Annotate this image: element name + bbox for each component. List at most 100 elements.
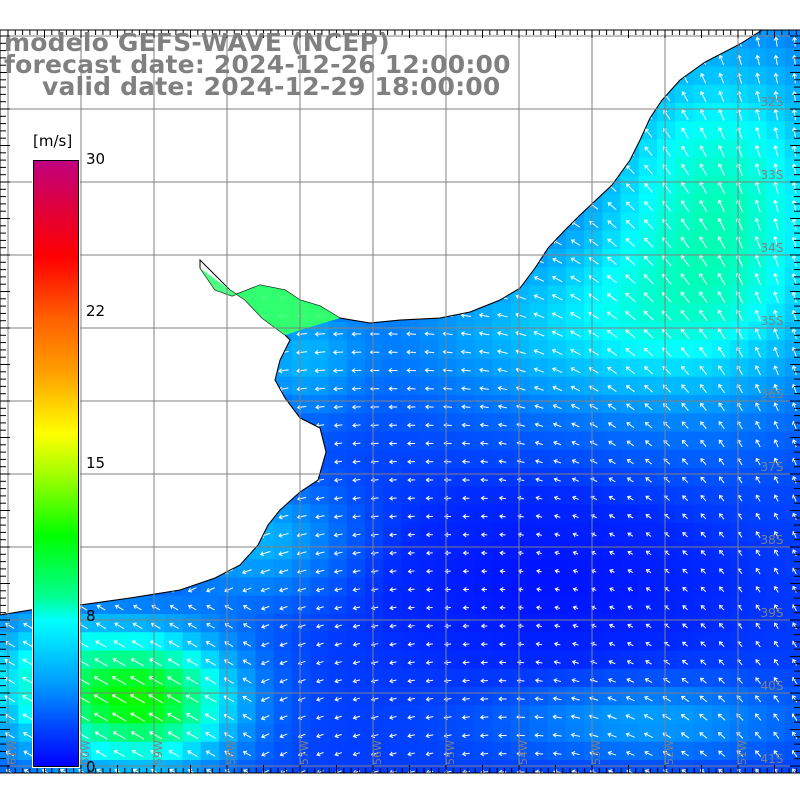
wind-arrow xyxy=(681,402,689,411)
wind-arrow xyxy=(553,477,561,483)
speed-cell xyxy=(565,249,585,268)
speed-cell xyxy=(401,413,421,432)
speed-cell xyxy=(273,559,293,578)
speed-cell xyxy=(584,577,603,597)
speed-cell xyxy=(693,212,713,232)
wind-arrow xyxy=(552,404,562,410)
speed-cell xyxy=(474,650,494,670)
wind-arrow xyxy=(534,422,544,428)
lon-label: 54W xyxy=(517,740,530,765)
speed-cell xyxy=(657,340,676,359)
speed-cell xyxy=(383,468,402,487)
wind-arrow xyxy=(607,256,618,266)
wind-arrow xyxy=(533,367,545,373)
wind-arrow xyxy=(609,532,615,537)
speed-cell xyxy=(474,504,494,524)
speed-cell xyxy=(292,687,311,706)
speed-cell xyxy=(273,595,293,615)
speed-cell xyxy=(565,358,585,378)
speed-cell xyxy=(638,504,658,524)
wind-arrow xyxy=(717,272,726,286)
wind-arrow xyxy=(351,368,362,374)
wind-arrow xyxy=(625,292,636,302)
speed-cell xyxy=(565,340,585,359)
wind-arrow xyxy=(572,605,579,611)
speed-cell xyxy=(438,468,457,487)
speed-cell xyxy=(419,577,439,597)
speed-cell xyxy=(602,504,621,524)
speed-cell xyxy=(365,559,384,578)
speed-cell xyxy=(730,322,749,341)
wind-arrow xyxy=(479,367,490,373)
wind-arrow xyxy=(700,476,707,484)
wind-arrow xyxy=(754,309,762,322)
wind-arrow xyxy=(627,532,634,537)
speed-cell xyxy=(620,194,640,213)
speed-cell xyxy=(292,723,311,743)
speed-cell xyxy=(200,705,220,724)
speed-cell xyxy=(328,522,348,542)
wind-arrow xyxy=(534,385,544,391)
wind-arrow xyxy=(719,568,725,574)
speed-cell xyxy=(292,595,311,615)
speed-cell xyxy=(565,614,585,633)
speed-cell xyxy=(255,741,275,761)
wind-arrow xyxy=(626,440,635,447)
speed-cell xyxy=(784,395,800,414)
speed-cell xyxy=(438,431,457,451)
speed-cell xyxy=(401,468,421,487)
speed-cell xyxy=(310,559,329,578)
wind-arrow xyxy=(570,257,581,265)
speed-cell xyxy=(456,632,475,651)
speed-cell xyxy=(474,322,494,341)
speed-cell xyxy=(584,559,603,578)
speed-cell xyxy=(784,468,800,487)
speed-cell xyxy=(547,577,567,597)
speed-cell xyxy=(383,705,402,724)
wind-arrow xyxy=(700,402,707,411)
wind-arrow xyxy=(644,219,654,230)
wind-arrow xyxy=(773,439,779,448)
speed-cell xyxy=(310,595,329,615)
wind-arrow xyxy=(643,274,654,285)
speed-cell xyxy=(310,668,329,688)
lat-label: 41S xyxy=(761,752,784,766)
wind-arrow xyxy=(352,514,361,520)
wind-arrow xyxy=(572,587,579,592)
wind-arrow xyxy=(332,331,344,337)
speed-cell xyxy=(328,687,348,706)
speed-cell xyxy=(693,103,713,122)
wind-arrow xyxy=(515,349,527,355)
speed-cell xyxy=(383,449,402,469)
wind-arrow xyxy=(625,219,635,229)
wind-arrow xyxy=(588,311,600,320)
wind-arrow xyxy=(773,346,779,358)
lat-label: 40S xyxy=(761,679,784,693)
speed-cell xyxy=(511,303,530,323)
wind-arrow xyxy=(314,368,326,374)
wind-arrow xyxy=(681,200,690,212)
wind-arrow xyxy=(700,568,707,574)
wind-arrow xyxy=(315,569,325,575)
speed-cell xyxy=(620,504,640,524)
speed-cell xyxy=(219,668,238,688)
speed-cell xyxy=(456,376,475,396)
wind-arrow xyxy=(570,330,581,338)
wind-arrow xyxy=(553,459,562,464)
speed-cell xyxy=(383,376,402,396)
speed-cell xyxy=(292,522,311,542)
speed-cell xyxy=(419,541,439,560)
speed-cell xyxy=(584,212,603,232)
wind-arrow xyxy=(498,495,506,501)
speed-cell xyxy=(328,559,348,578)
wind-arrow xyxy=(700,72,707,84)
speed-cell xyxy=(638,522,658,542)
speed-cell xyxy=(529,559,548,578)
speed-cell xyxy=(693,358,713,378)
speed-cell xyxy=(584,358,603,378)
speed-cell xyxy=(693,541,713,560)
speed-cell xyxy=(328,668,348,688)
speed-cell xyxy=(346,741,366,761)
speed-cell xyxy=(492,577,512,597)
speed-cell xyxy=(675,595,694,615)
